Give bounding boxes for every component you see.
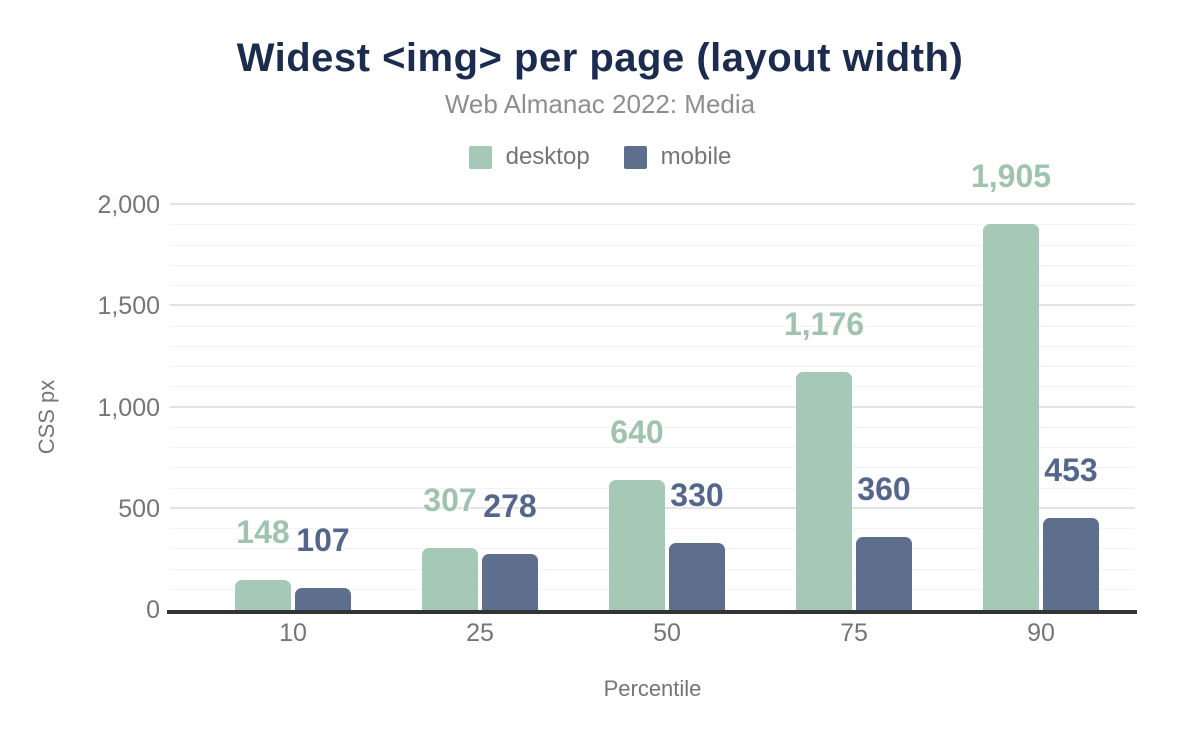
bar-desktop-p10 [235,580,291,610]
xtick-50: 50 [653,619,681,647]
bar-mobile-p10 [295,588,351,610]
value-label-desktop-p10: 148 [236,514,290,551]
gridline-minor [170,345,1135,347]
bar-mobile-p25 [482,553,538,610]
gridline-minor [170,224,1135,226]
value-label-desktop-p75: 1,176 [783,305,865,342]
gridline-minor [170,426,1135,428]
legend: desktop mobile [0,143,1200,171]
legend-label-mobile: mobile [660,143,732,170]
xtick-10: 10 [279,619,307,647]
legend-swatch-desktop [468,145,492,169]
gridline-major [170,203,1135,205]
bar-desktop-p90 [983,224,1039,610]
value-label-desktop-p25: 307 [423,481,477,518]
value-label-mobile-p90: 453 [1044,452,1098,489]
legend-item-desktop: desktop [468,143,590,171]
gridline-major [170,304,1135,307]
value-label-mobile-p10: 107 [296,522,350,559]
legend-swatch-mobile [623,145,647,169]
ytick-2,000: 2,000 [97,191,160,219]
bar-mobile-p90 [1043,518,1099,610]
value-label-mobile-p50: 330 [670,477,724,514]
bar-desktop-p75 [796,371,852,610]
ytick-500: 500 [118,494,160,523]
ytick-1,000: 1,000 [97,393,160,422]
gridline-minor [170,244,1135,246]
legend-item-mobile: mobile [623,143,732,171]
x-axis-title: Percentile [603,676,702,701]
x-axis-baseline [167,610,1137,614]
bar-desktop-p25 [422,547,478,610]
value-label-desktop-p90: 1,905 [970,158,1052,195]
bar-mobile-p50 [669,543,725,610]
plot-area: 148 107 307 278 640 330 1,176 360 1,905 453 [167,158,1137,614]
value-label-mobile-p25: 278 [483,487,537,524]
value-label-mobile-p75: 360 [857,471,911,508]
chart-title: Widest <img> per page (layout width) [236,36,964,80]
gridline-minor [170,467,1135,469]
xtick-25: 25 [466,619,494,647]
gridline-minor [170,386,1135,388]
gridline-minor [170,264,1135,266]
chart-subtitle: Web Almanac 2022: Media [444,89,756,119]
ytick-1,500: 1,500 [97,292,160,321]
gridline-minor [170,285,1135,286]
gridline-minor [170,366,1135,367]
gridline-major [170,405,1135,408]
bar-desktop-p50 [609,480,665,610]
value-label-desktop-p50: 640 [610,414,664,451]
xtick-75: 75 [840,619,868,647]
ytick-0: 0 [146,596,160,624]
legend-label-desktop: desktop [505,143,590,170]
bar-mobile-p75 [856,537,912,610]
gridline-minor [170,325,1135,327]
gridline-minor [170,447,1135,448]
xtick-90: 90 [1027,619,1055,647]
